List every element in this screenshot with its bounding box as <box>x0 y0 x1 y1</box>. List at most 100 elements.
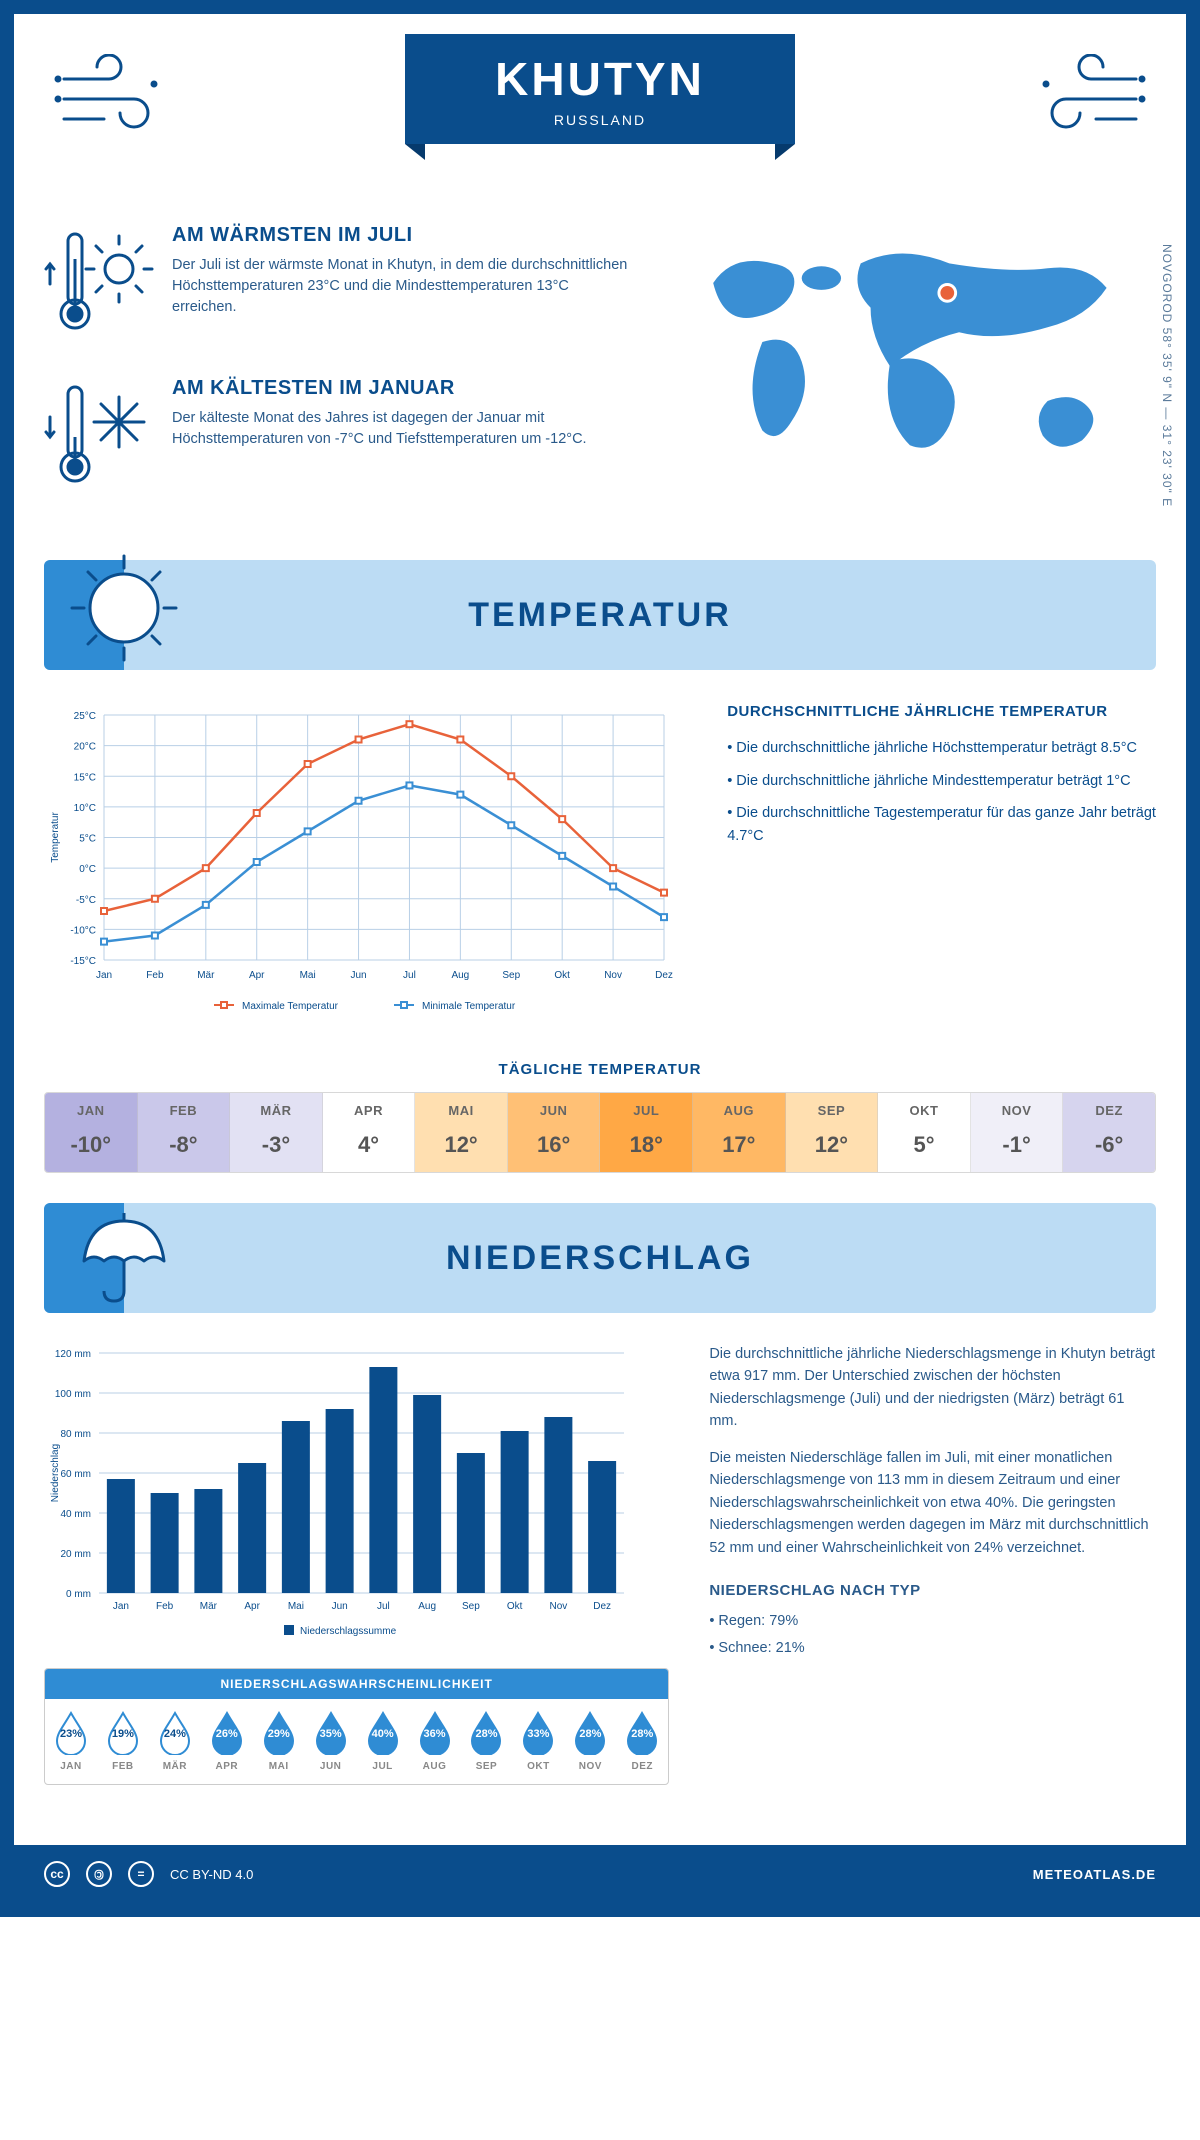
daily-temp-cell: FEB-8° <box>138 1093 231 1172</box>
svg-text:20°C: 20°C <box>74 742 96 753</box>
svg-text:0°C: 0°C <box>79 864 96 875</box>
svg-text:Jul: Jul <box>377 1601 390 1612</box>
svg-text:5°C: 5°C <box>79 834 96 845</box>
daily-temp-cell: SEP12° <box>786 1093 879 1172</box>
fact-cold-text: Der kälteste Monat des Jahres ist dagege… <box>172 408 634 450</box>
precip-prob-cell: 35%JUN <box>305 1699 357 1784</box>
precip-prob-cell: 29%MAI <box>253 1699 305 1784</box>
svg-text:120 mm: 120 mm <box>55 1349 91 1360</box>
footer: cc 🄯 = CC BY-ND 4.0 METEOATLAS.DE <box>14 1845 1186 1903</box>
daily-temp-cell: OKT5° <box>878 1093 971 1172</box>
daily-temp-cell: AUG17° <box>693 1093 786 1172</box>
coordinates: NOVGOROD 58° 35' 9" N — 31° 23' 30" E <box>1160 244 1174 507</box>
fact-warmest: AM WÄRMSTEN IM JULI Der Juli ist der wär… <box>44 224 634 349</box>
world-map-icon <box>664 224 1156 480</box>
svg-text:-5°C: -5°C <box>76 895 96 906</box>
svg-text:Apr: Apr <box>249 970 265 981</box>
city-title: KHUTYN <box>495 52 705 106</box>
fact-coldest: AM KÄLTESTEN IM JANUAR Der kälteste Mona… <box>44 377 634 502</box>
svg-text:Feb: Feb <box>146 970 164 981</box>
svg-text:80 mm: 80 mm <box>60 1429 91 1440</box>
precip-bar-chart: 0 mm 20 mm 40 mm 60 mm 80 mm 100 mm 120 mm Jan F… <box>44 1343 644 1643</box>
section-header-temperature: TEMPERATUR <box>44 560 1156 670</box>
svg-text:Apr: Apr <box>244 1601 260 1612</box>
title-banner: KHUTYN RUSSLAND <box>405 34 795 144</box>
svg-text:Mär: Mär <box>197 970 215 981</box>
wind-icon <box>1026 54 1146 149</box>
svg-text:-10°C: -10°C <box>70 925 96 936</box>
header: KHUTYN RUSSLAND <box>44 34 1156 194</box>
precip-prob-cell: 36%AUG <box>409 1699 461 1784</box>
svg-text:Sep: Sep <box>462 1601 480 1612</box>
svg-text:40 mm: 40 mm <box>60 1509 91 1520</box>
precip-prob-cell: 28%SEP <box>461 1699 513 1784</box>
precip-prob-cell: 24%MÄR <box>149 1699 201 1784</box>
svg-text:-15°C: -15°C <box>70 956 96 967</box>
precip-prob-cell: 33%OKT <box>512 1699 564 1784</box>
precip-type-item: • Schnee: 21% <box>709 1637 1156 1659</box>
svg-text:Mai: Mai <box>288 1601 304 1612</box>
umbrella-icon <box>64 1191 184 1316</box>
precip-prob-cell: 40%JUL <box>357 1699 409 1784</box>
fact-warm-title: AM WÄRMSTEN IM JULI <box>172 224 634 247</box>
svg-text:Jun: Jun <box>350 970 366 981</box>
temp-stat: • Die durchschnittliche jährliche Höchst… <box>727 737 1156 759</box>
precip-prob-cell: 28%DEZ <box>616 1699 668 1784</box>
section-title: TEMPERATUR <box>468 596 732 635</box>
svg-text:Feb: Feb <box>156 1601 174 1612</box>
precip-prob-cell: 28%NOV <box>564 1699 616 1784</box>
svg-text:Nov: Nov <box>549 1601 567 1612</box>
svg-text:0 mm: 0 mm <box>66 1589 91 1600</box>
cc-icon: cc <box>44 1861 70 1887</box>
site-name: METEOATLAS.DE <box>1033 1867 1156 1882</box>
svg-text:Dez: Dez <box>655 970 673 981</box>
svg-text:Jan: Jan <box>113 1601 129 1612</box>
svg-text:10°C: 10°C <box>74 803 96 814</box>
wind-icon <box>54 54 174 149</box>
svg-text:Dez: Dez <box>593 1601 611 1612</box>
svg-text:15°C: 15°C <box>74 772 96 783</box>
by-icon: 🄯 <box>86 1861 112 1887</box>
precip-type-title: NIEDERSCHLAG NACH TYP <box>709 1579 1156 1602</box>
thermometer-cold-icon <box>44 377 154 502</box>
fact-warm-text: Der Juli ist der wärmste Monat in Khutyn… <box>172 255 634 318</box>
daily-temp-cell: JAN-10° <box>45 1093 138 1172</box>
daily-temp-cell: JUN16° <box>508 1093 601 1172</box>
svg-text:Mai: Mai <box>300 970 316 981</box>
daily-temp-cell: APR4° <box>323 1093 416 1172</box>
daily-temp-title: TÄGLICHE TEMPERATUR <box>44 1061 1156 1078</box>
daily-temp-cell: DEZ-6° <box>1063 1093 1155 1172</box>
svg-text:Niederschlagssumme: Niederschlagssumme <box>300 1626 397 1637</box>
svg-text:25°C: 25°C <box>74 711 96 722</box>
svg-text:Jan: Jan <box>96 970 112 981</box>
daily-temp-cell: NOV-1° <box>971 1093 1064 1172</box>
svg-text:60 mm: 60 mm <box>60 1469 91 1480</box>
daily-temp-cell: JUL18° <box>600 1093 693 1172</box>
precip-prob-cell: 19%FEB <box>97 1699 149 1784</box>
prob-title: NIEDERSCHLAGSWAHRSCHEINLICHKEIT <box>45 1669 668 1699</box>
daily-temp-table: JAN-10°FEB-8°MÄR-3°APR4°MAI12°JUN16°JUL1… <box>44 1092 1156 1173</box>
svg-text:Nov: Nov <box>604 970 622 981</box>
temp-stat: • Die durchschnittliche Tagestemperatur … <box>727 802 1156 847</box>
svg-text:Jul: Jul <box>403 970 416 981</box>
temperature-line-chart: -15°C -10°C -5°C 0°C 5°C 10°C 15°C 20°C 25°C Jan F… <box>44 700 687 1025</box>
precip-probability-box: NIEDERSCHLAGSWAHRSCHEINLICHKEIT 23%JAN19… <box>44 1668 669 1785</box>
svg-text:Maximale Temperatur: Maximale Temperatur <box>242 1001 339 1012</box>
sun-icon <box>64 548 184 673</box>
climate-infographic: KHUTYN RUSSLAND AM WÄRMSTEN IM JULI Der … <box>0 0 1200 1917</box>
precip-prob-cell: 26%APR <box>201 1699 253 1784</box>
svg-text:Mär: Mär <box>200 1601 218 1612</box>
svg-text:20 mm: 20 mm <box>60 1549 91 1560</box>
section-title: NIEDERSCHLAG <box>446 1239 754 1278</box>
temp-stat: • Die durchschnittliche jährliche Mindes… <box>727 770 1156 792</box>
section-header-precip: NIEDERSCHLAG <box>44 1203 1156 1313</box>
fact-cold-title: AM KÄLTESTEN IM JANUAR <box>172 377 634 400</box>
intro-section: AM WÄRMSTEN IM JULI Der Juli ist der wär… <box>44 224 1156 530</box>
nd-icon: = <box>128 1861 154 1887</box>
svg-text:100 mm: 100 mm <box>55 1389 91 1400</box>
svg-text:Jun: Jun <box>332 1601 348 1612</box>
precip-type-item: • Regen: 79% <box>709 1610 1156 1632</box>
svg-text:Minimale Temperatur: Minimale Temperatur <box>422 1001 516 1012</box>
precip-prob-cell: 23%JAN <box>45 1699 97 1784</box>
country-subtitle: RUSSLAND <box>495 112 705 128</box>
